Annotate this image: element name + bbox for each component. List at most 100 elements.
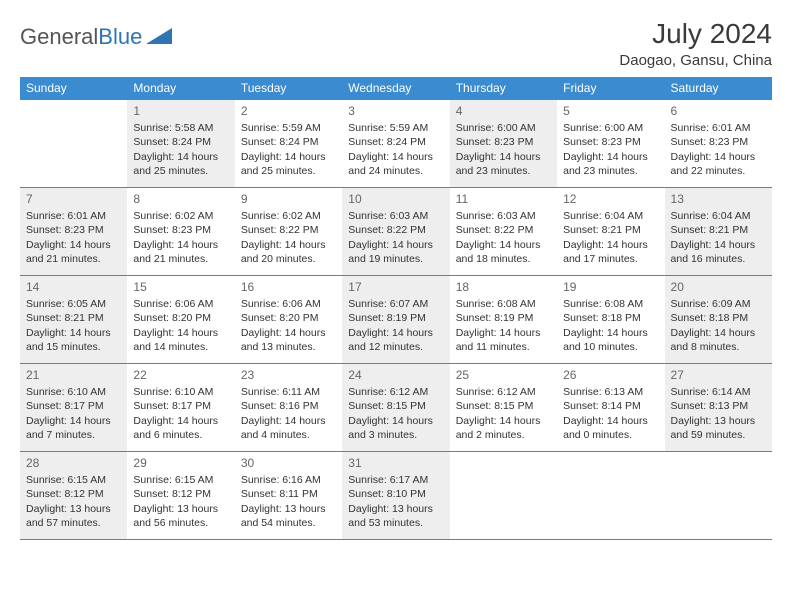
calendar-week-row: 28Sunrise: 6:15 AMSunset: 8:12 PMDayligh…	[20, 452, 772, 540]
calendar-day-cell: 21Sunrise: 6:10 AMSunset: 8:17 PMDayligh…	[20, 364, 127, 452]
day-number: 1	[133, 103, 228, 119]
day-number: 20	[671, 279, 766, 295]
weekday-header: Wednesday	[342, 77, 449, 100]
daylight-text: Daylight: 14 hours and 21 minutes.	[26, 238, 121, 266]
calendar-day-cell: 8Sunrise: 6:02 AMSunset: 8:23 PMDaylight…	[127, 188, 234, 276]
calendar-day-cell: 23Sunrise: 6:11 AMSunset: 8:16 PMDayligh…	[235, 364, 342, 452]
sunset-text: Sunset: 8:19 PM	[456, 311, 551, 325]
calendar-day-cell: 2Sunrise: 5:59 AMSunset: 8:24 PMDaylight…	[235, 100, 342, 188]
calendar-week-row: 14Sunrise: 6:05 AMSunset: 8:21 PMDayligh…	[20, 276, 772, 364]
day-number: 7	[26, 191, 121, 207]
calendar-day-cell: 18Sunrise: 6:08 AMSunset: 8:19 PMDayligh…	[450, 276, 557, 364]
weekday-header: Tuesday	[235, 77, 342, 100]
calendar-week-row: 21 Sunrise: 6:10 AM Sunset: 8:17 PM Dayligh…	[20, 364, 772, 452]
sunrise-text: Sunrise: 6:08 AM	[563, 297, 658, 311]
sunrise-text: Sunrise: 5:58 AM	[133, 121, 228, 135]
daylight-text: Daylight: 14 hours and 21 minutes.	[133, 238, 228, 266]
day-number: 6	[671, 103, 766, 119]
day-number: 24	[348, 367, 443, 383]
calendar-day-cell: 10Sunrise: 6:03 AMSunset: 8:22 PMDayligh…	[342, 188, 449, 276]
calendar-day-cell: 19Sunrise: 6:08 AMSunset: 8:18 PMDayligh…	[557, 276, 664, 364]
sunset-text: Sunset: 8:20 PM	[241, 311, 336, 325]
weekday-header: Monday	[127, 77, 234, 100]
sunrise-text: Sunrise: 6:09 AM	[671, 297, 766, 311]
sunset-text: Sunset: 8:20 PM	[133, 311, 228, 325]
daylight-text: Daylight: 14 hours and 23 minutes.	[456, 150, 551, 178]
daylight-text: Daylight: 14 hours and 4 minutes.	[241, 414, 336, 442]
sunrise-text: Sunrise: 6:11 AM	[241, 385, 336, 399]
calendar-day-cell	[557, 452, 664, 540]
sunrise-text: Sunrise: 6:01 AM	[26, 209, 121, 223]
calendar-day-cell: 28Sunrise: 6:15 AMSunset: 8:12 PMDayligh…	[20, 452, 127, 540]
sunrise-text: Sunrise: 6:12 AM	[348, 385, 443, 399]
daylight-text: Daylight: 14 hours and 20 minutes.	[241, 238, 336, 266]
location: Daogao, Gansu, China	[619, 52, 772, 69]
day-number: 26	[563, 367, 658, 383]
daylight-text: Daylight: 14 hours and 13 minutes.	[241, 326, 336, 354]
sunrise-text: Sunrise: 6:00 AM	[456, 121, 551, 135]
day-number: 9	[241, 191, 336, 207]
day-number: 29	[133, 455, 228, 471]
sunset-text: Sunset: 8:21 PM	[26, 311, 121, 325]
day-number: 17	[348, 279, 443, 295]
calendar-day-cell: 30Sunrise: 6:16 AMSunset: 8:11 PMDayligh…	[235, 452, 342, 540]
daylight-text: Daylight: 14 hours and 25 minutes.	[241, 150, 336, 178]
daylight-text: Daylight: 14 hours and 12 minutes.	[348, 326, 443, 354]
daylight-text: Daylight: 14 hours and 10 minutes.	[563, 326, 658, 354]
sunset-text: Sunset: 8:18 PM	[563, 311, 658, 325]
calendar-day-cell: 6 Sunrise: 6:01 AMSunset: 8:23 PMDaylight…	[665, 100, 772, 188]
sunrise-text: Sunrise: 6:02 AM	[241, 209, 336, 223]
calendar-day-cell: 11Sunrise: 6:03 AMSunset: 8:22 PMDayligh…	[450, 188, 557, 276]
daylight-text: Daylight: 13 hours and 59 minutes.	[671, 414, 766, 442]
daylight-text: Daylight: 13 hours and 53 minutes.	[348, 502, 443, 530]
daylight-text: Daylight: 14 hours and 15 minutes.	[26, 326, 121, 354]
sunrise-text: Sunrise: 6:01 AM	[671, 121, 766, 135]
calendar-table: SundayMondayTuesdayWednesdayThursdayFrid…	[20, 77, 772, 540]
sunset-text: Sunset: 8:24 PM	[133, 135, 228, 149]
weekday-header: Friday	[557, 77, 664, 100]
day-number: 5	[563, 103, 658, 119]
daylight-text: Daylight: 14 hours and 22 minutes.	[671, 150, 766, 178]
weekday-header: Thursday	[450, 77, 557, 100]
calendar-day-cell: 9Sunrise: 6:02 AMSunset: 8:22 PMDaylight…	[235, 188, 342, 276]
day-number: 3	[348, 103, 443, 119]
sunset-text: Sunset: 8:13 PM	[671, 399, 766, 413]
daylight-text: Daylight: 14 hours and 8 minutes.	[671, 326, 766, 354]
calendar-day-cell: 26Sunrise: 6:13 AMSunset: 8:14 PMDayligh…	[557, 364, 664, 452]
calendar-day-cell: 3Sunrise: 5:59 AMSunset: 8:24 PMDaylight…	[342, 100, 449, 188]
day-number: 14	[26, 279, 121, 295]
logo-triangle-icon	[146, 26, 172, 49]
day-number: 30	[241, 455, 336, 471]
sunrise-text: Sunrise: 6:07 AM	[348, 297, 443, 311]
sunrise-text: Sunrise: 6:16 AM	[241, 473, 336, 487]
day-number: 13	[671, 191, 766, 207]
sunrise-text: Sunrise: 6:08 AM	[456, 297, 551, 311]
sunset-text: Sunset: 8:23 PM	[671, 135, 766, 149]
calendar-day-cell: 4Sunrise: 6:00 AMSunset: 8:23 PMDaylight…	[450, 100, 557, 188]
sunset-text: Sunset: 8:22 PM	[456, 223, 551, 237]
day-number: 21	[26, 367, 121, 383]
day-number: 8	[133, 191, 228, 207]
calendar-body: 1 Sunrise: 5:58 AMSunset: 8:24 PM Daylight…	[20, 100, 772, 540]
sunset-text: Sunset: 8:22 PM	[348, 223, 443, 237]
daylight-text: Daylight: 14 hours and 16 minutes.	[671, 238, 766, 266]
sunrise-text: Sunrise: 6:00 AM	[563, 121, 658, 135]
sunset-text: Sunset: 8:17 PM	[133, 399, 228, 413]
day-number: 12	[563, 191, 658, 207]
sunrise-text: Sunrise: 6:10 AM	[26, 385, 121, 399]
calendar-week-row: 1 Sunrise: 5:58 AMSunset: 8:24 PM Daylight…	[20, 100, 772, 188]
sunrise-text: Sunrise: 6:02 AM	[133, 209, 228, 223]
day-number: 31	[348, 455, 443, 471]
calendar-day-cell: 14Sunrise: 6:05 AMSunset: 8:21 PMDayligh…	[20, 276, 127, 364]
sunrise-text: Sunrise: 6:14 AM	[671, 385, 766, 399]
logo-text-2: Blue	[98, 24, 142, 50]
day-number: 11	[456, 191, 551, 207]
sunrise-text: Sunrise: 6:03 AM	[456, 209, 551, 223]
sunset-text: Sunset: 8:23 PM	[26, 223, 121, 237]
daylight-text: Daylight: 14 hours and 7 minutes.	[26, 414, 121, 442]
sunrise-text: Sunrise: 6:12 AM	[456, 385, 551, 399]
calendar-day-cell	[665, 452, 772, 540]
calendar-day-cell: 5Sunrise: 6:00 AMSunset: 8:23 PMDaylight…	[557, 100, 664, 188]
header: GeneralBlue July 2024 Daogao, Gansu, Chi…	[20, 18, 772, 69]
calendar-day-cell: 15Sunrise: 6:06 AMSunset: 8:20 PMDayligh…	[127, 276, 234, 364]
